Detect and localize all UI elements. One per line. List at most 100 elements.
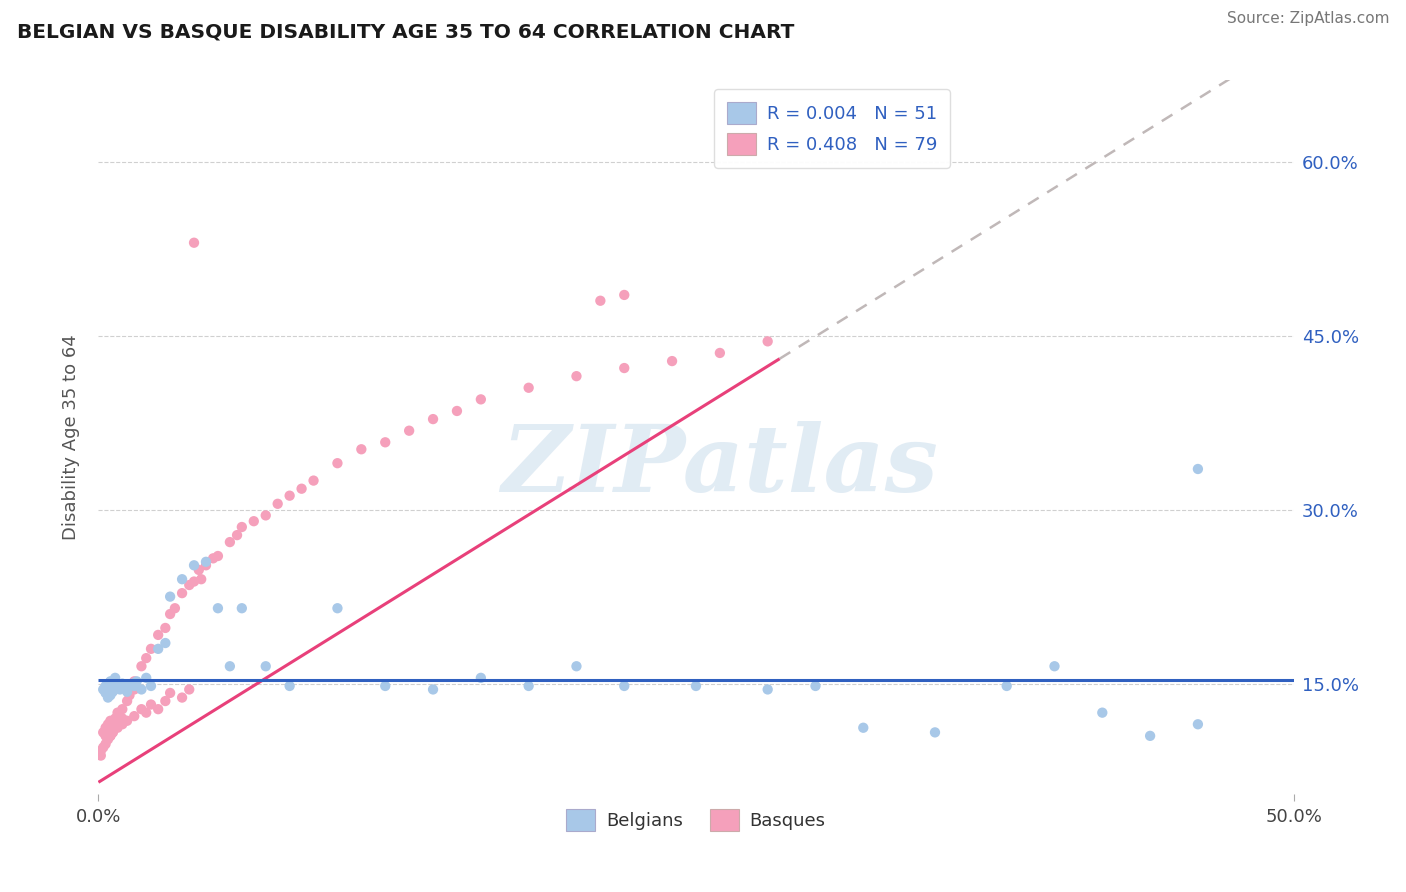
Legend: Belgians, Basques: Belgians, Basques xyxy=(560,802,832,838)
Point xyxy=(219,659,242,673)
Point xyxy=(107,679,129,693)
Point xyxy=(118,688,141,702)
Point xyxy=(183,235,205,250)
Point xyxy=(756,334,779,349)
Point xyxy=(108,714,131,728)
Point xyxy=(183,558,205,573)
Text: BELGIAN VS BASQUE DISABILITY AGE 35 TO 64 CORRELATION CHART: BELGIAN VS BASQUE DISABILITY AGE 35 TO 6… xyxy=(17,22,794,41)
Point xyxy=(115,685,138,699)
Point xyxy=(94,737,117,751)
Point xyxy=(924,725,946,739)
Point xyxy=(124,682,146,697)
Point xyxy=(804,679,827,693)
Point xyxy=(115,714,138,728)
Point xyxy=(125,674,148,689)
Point xyxy=(101,717,124,731)
Point xyxy=(517,679,540,693)
Point xyxy=(159,590,181,604)
Point xyxy=(685,679,707,693)
Point xyxy=(852,721,875,735)
Point xyxy=(179,682,201,697)
Point xyxy=(139,679,162,693)
Point xyxy=(517,381,540,395)
Point xyxy=(565,369,588,384)
Point xyxy=(219,535,242,549)
Point xyxy=(131,659,153,673)
Point xyxy=(1139,729,1161,743)
Point xyxy=(104,671,127,685)
Point xyxy=(661,354,683,368)
Point xyxy=(118,679,141,693)
Point xyxy=(131,682,153,697)
Point xyxy=(114,679,136,693)
Point xyxy=(97,690,120,705)
Point xyxy=(398,424,420,438)
Point xyxy=(98,714,122,728)
Point xyxy=(613,679,636,693)
Point xyxy=(94,679,117,693)
Point xyxy=(326,456,349,470)
Point xyxy=(326,601,349,615)
Point xyxy=(135,651,157,665)
Point xyxy=(155,694,177,708)
Point xyxy=(470,671,492,685)
Point xyxy=(254,659,277,673)
Point xyxy=(108,682,131,697)
Point xyxy=(589,293,612,308)
Point xyxy=(374,435,396,450)
Point xyxy=(350,442,373,457)
Point xyxy=(91,725,114,739)
Point xyxy=(101,679,124,693)
Point xyxy=(231,520,253,534)
Point xyxy=(107,721,129,735)
Point xyxy=(179,578,201,592)
Y-axis label: Disability Age 35 to 64: Disability Age 35 to 64 xyxy=(62,334,80,540)
Point xyxy=(565,659,588,673)
Point xyxy=(104,721,127,735)
Point xyxy=(183,574,205,589)
Point xyxy=(243,514,266,528)
Point xyxy=(302,474,325,488)
Point xyxy=(135,671,157,685)
Point xyxy=(995,679,1018,693)
Point xyxy=(155,621,177,635)
Point xyxy=(111,676,134,690)
Point xyxy=(470,392,492,407)
Point xyxy=(155,636,177,650)
Point xyxy=(278,679,301,693)
Point xyxy=(190,572,212,586)
Point xyxy=(135,706,157,720)
Point xyxy=(207,601,229,615)
Point xyxy=(613,361,636,376)
Point xyxy=(291,482,314,496)
Point xyxy=(195,558,218,573)
Text: ZIPatlas: ZIPatlas xyxy=(502,421,938,510)
Point xyxy=(94,721,117,735)
Point xyxy=(148,628,170,642)
Point xyxy=(1187,462,1209,476)
Point xyxy=(172,690,194,705)
Point xyxy=(148,702,170,716)
Point xyxy=(1043,659,1066,673)
Point xyxy=(107,706,129,720)
Point xyxy=(159,686,181,700)
Point xyxy=(97,717,120,731)
Point xyxy=(111,711,134,725)
Point xyxy=(101,725,124,739)
Point xyxy=(94,686,117,700)
Point xyxy=(163,601,186,615)
Point xyxy=(98,721,122,735)
Point xyxy=(90,748,112,763)
Point xyxy=(231,601,253,615)
Point xyxy=(91,740,114,755)
Point xyxy=(374,679,396,693)
Point xyxy=(267,497,290,511)
Point xyxy=(131,702,153,716)
Point xyxy=(226,528,249,542)
Point xyxy=(98,729,122,743)
Point xyxy=(97,725,120,739)
Point xyxy=(115,694,138,708)
Point xyxy=(202,551,225,566)
Point xyxy=(709,346,731,360)
Point xyxy=(104,711,127,725)
